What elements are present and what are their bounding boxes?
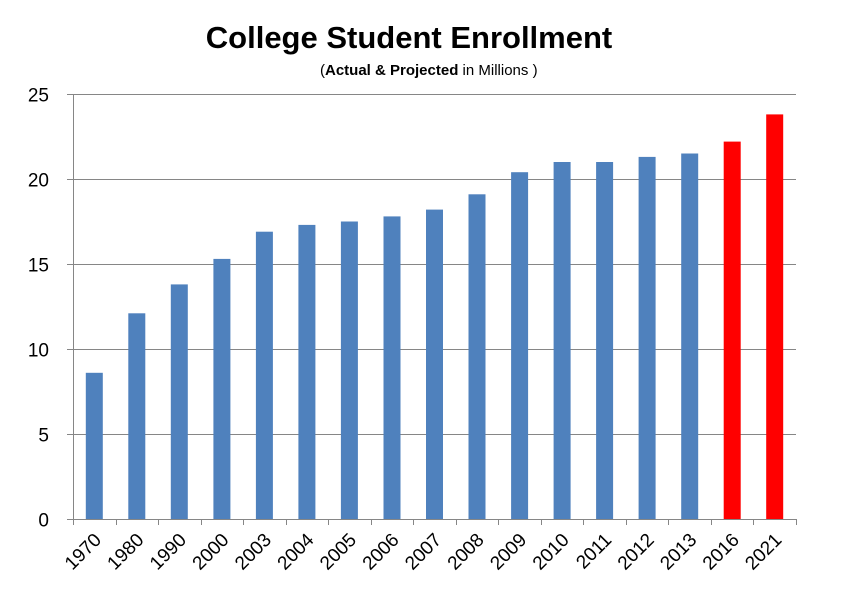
- bars: [85, 114, 784, 520]
- x-tick-label: 2004: [274, 529, 319, 574]
- x-tick-label: 2010: [529, 530, 574, 575]
- x-tick-label: 1990: [146, 530, 191, 575]
- x-tick-label: 2007: [401, 530, 446, 575]
- x-tick-label: 2000: [189, 530, 234, 575]
- y-tick-label: 20: [28, 171, 49, 192]
- bar-2004: [298, 224, 316, 519]
- x-tick-labels: 1970198019902000200320042005200620072008…: [61, 529, 786, 574]
- x-tick-label: 2005: [316, 530, 361, 575]
- y-tick-label: 5: [38, 426, 49, 447]
- bar-2021: [766, 114, 784, 520]
- bar-2007: [426, 209, 443, 519]
- bar-2011: [596, 162, 614, 519]
- bar-2000: [213, 258, 231, 519]
- bar-2009: [511, 172, 529, 519]
- y-tick-label: 25: [28, 86, 49, 107]
- subtitle-bold: Actual & Projected: [325, 62, 459, 79]
- bar-2016: [723, 141, 741, 519]
- bar-2013: [681, 153, 699, 519]
- bar-2003: [255, 231, 273, 519]
- x-tick-label: 2008: [444, 530, 489, 575]
- y-tick-label: 15: [28, 256, 49, 277]
- x-tick-label: 1980: [104, 530, 149, 575]
- bar-2012: [638, 156, 656, 519]
- bar-1970: [85, 372, 103, 519]
- chart-title: College Student Enrollment: [205, 20, 613, 55]
- bar-2006: [383, 216, 401, 519]
- chart-subtitle: (Actual & Projected in Millions ): [320, 62, 538, 79]
- x-tick-label: 2021: [741, 530, 786, 575]
- y-tick-label: 0: [38, 511, 49, 532]
- y-tick-label: 10: [28, 341, 49, 362]
- bar-2008: [468, 194, 486, 520]
- bar-1990: [170, 284, 188, 519]
- x-tick-label: 1970: [61, 530, 106, 575]
- bar-2010: [553, 162, 571, 519]
- bar-2005: [340, 221, 358, 519]
- axes: [67, 94, 797, 525]
- bar-1980: [128, 313, 146, 519]
- x-tick-label: 2006: [359, 530, 404, 575]
- x-tick-label: 2003: [231, 530, 276, 575]
- y-tick-labels: 0 5 10 15 20 25: [28, 86, 49, 532]
- x-tick-label: 2013: [656, 530, 701, 575]
- x-tick-label: 2009: [486, 530, 531, 575]
- x-tick-label: 2012: [614, 530, 659, 575]
- x-tick-label: 2016: [699, 530, 744, 575]
- subtitle-rest: in Millions: [462, 62, 529, 79]
- x-tick-label: 2011: [572, 530, 616, 574]
